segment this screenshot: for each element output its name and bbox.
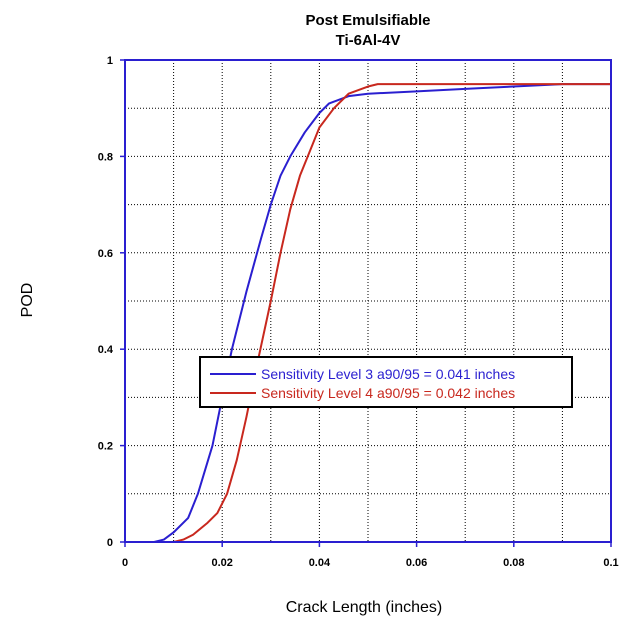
series-lines: [153, 83, 611, 543]
legend-entry-level-3: Sensitivity Level 3 a90/95 = 0.041 inche…: [261, 366, 515, 382]
chart-subtitle: Ti-6Al-4V: [336, 32, 401, 49]
plot-frame: [124, 59, 612, 543]
grid: [125, 60, 611, 542]
legend: Sensitivity Level 3 a90/95 = 0.041 inche…: [199, 356, 573, 408]
x-axis-label: Crack Length (inches): [286, 599, 443, 616]
y-tick-label: 0.8: [98, 151, 113, 163]
x-tick-label: 0.06: [406, 557, 427, 569]
y-tick-label: 0.4: [98, 344, 114, 356]
series-line-1: [173, 83, 611, 543]
chart-title: Post Emulsifiable: [305, 12, 430, 29]
y-tick-label: 1: [107, 55, 113, 67]
x-tick-label: 0.02: [211, 557, 232, 569]
y-axis-ticks: 0 0.2 0.4 0.6 0.8 1: [98, 55, 125, 549]
series-line-0: [153, 83, 611, 543]
y-tick-label: 0.2: [98, 441, 113, 453]
y-tick-label: 0: [107, 537, 113, 549]
legend-entry-level-4: Sensitivity Level 4 a90/95 = 0.042 inche…: [261, 385, 515, 401]
legend-box: [199, 356, 573, 408]
y-tick-label: 0.6: [98, 248, 113, 260]
x-axis-ticks: 0 0.02 0.04 0.06 0.08 0.1: [122, 542, 619, 569]
y-axis-label: POD: [19, 283, 36, 318]
x-tick-label: 0.08: [503, 557, 524, 569]
x-tick-label: 0: [122, 557, 128, 569]
x-tick-label: 0.04: [309, 557, 331, 569]
x-tick-label: 0.1: [603, 557, 618, 569]
